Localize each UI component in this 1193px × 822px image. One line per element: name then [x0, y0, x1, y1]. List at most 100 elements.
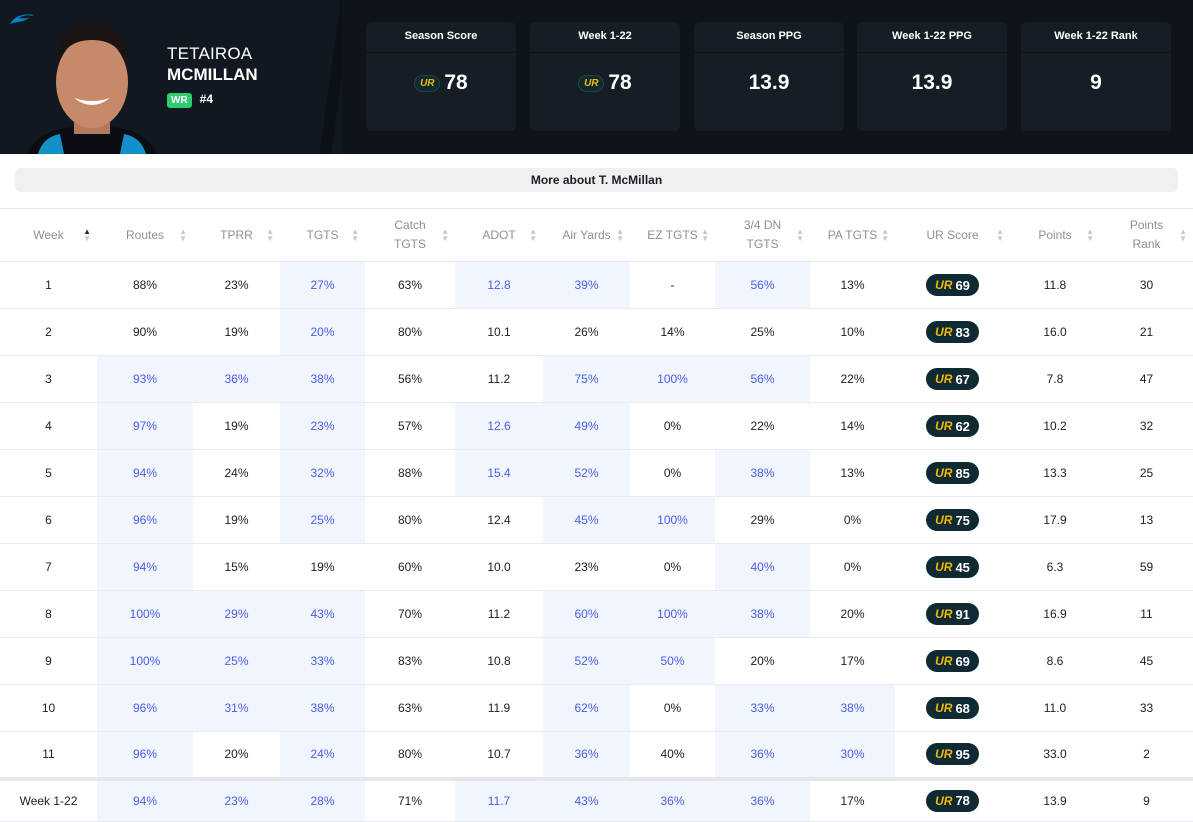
column-header[interactable]: Catch TGTS ▲ ▼	[365, 208, 455, 262]
table-cell: 33%	[280, 637, 365, 685]
table-cell: 5	[0, 449, 97, 497]
table-cell: 19%	[193, 496, 280, 544]
ur-logo-icon: UR	[935, 701, 953, 715]
table-cell: 2	[0, 308, 97, 356]
column-header-label: EZ TGTS	[647, 227, 698, 242]
table-cell: 8	[0, 590, 97, 638]
column-header[interactable]: 3/4 DN TGTS ▲ ▼	[715, 208, 810, 262]
table-cell: UR 67	[895, 355, 1010, 403]
stat-card-title: Week 1-22 Rank	[1021, 22, 1171, 53]
table-cell: 26%	[543, 308, 630, 356]
column-header[interactable]: TGTS ▲ ▼	[280, 208, 365, 262]
table-cell: 52%	[543, 449, 630, 497]
table-cell: UR 83	[895, 308, 1010, 356]
column-header[interactable]: TPRR ▲ ▼	[193, 208, 280, 262]
column-header[interactable]: Points Rank ▲ ▼	[1100, 208, 1193, 262]
table-cell: UR 68	[895, 684, 1010, 732]
table-cell: 93%	[97, 355, 193, 403]
sort-icon[interactable]: ▲ ▼	[179, 227, 187, 243]
sort-icon[interactable]: ▲ ▼	[351, 227, 359, 243]
table-cell: 19%	[193, 402, 280, 450]
table-cell: 12.8	[455, 261, 543, 309]
table-cell: 100%	[630, 590, 715, 638]
more-about-player-button[interactable]: More about T. McMillan	[15, 168, 1178, 192]
sort-icon[interactable]: ▲ ▼	[529, 227, 537, 243]
table-cell: 7	[0, 543, 97, 591]
table-cell: 88%	[365, 449, 455, 497]
sort-icon[interactable]: ▲ ▼	[83, 227, 91, 243]
column-header-label: Week	[33, 227, 64, 242]
table-cell: UR 85	[895, 449, 1010, 497]
table-cell: 45	[1100, 637, 1193, 685]
ur-score-badge: UR 45	[926, 556, 979, 578]
table-cell: 29%	[715, 496, 810, 544]
table-cell: 45%	[543, 496, 630, 544]
table-cell: 32	[1100, 402, 1193, 450]
ur-logo-icon: UR	[935, 793, 953, 808]
ur-logo-icon: UR	[414, 74, 441, 92]
table-cell: 38%	[280, 355, 365, 403]
column-header[interactable]: UR Score ▲ ▼	[895, 208, 1010, 262]
ur-score-value: 95	[955, 746, 970, 762]
table-cell: 13%	[810, 449, 895, 497]
table-cell: 38%	[280, 684, 365, 732]
table-cell: 4	[0, 402, 97, 450]
table-cell: 90%	[97, 308, 193, 356]
stat-card: Season PPG 13.9	[694, 22, 844, 131]
table-cell: 1	[0, 261, 97, 309]
sort-icon[interactable]: ▲ ▼	[1086, 227, 1094, 243]
sort-icon[interactable]: ▲ ▼	[796, 227, 804, 243]
total-row: Week 1-22 94% 23% 28% 71% 11.7 43% 36% 36% 17% UR 7…	[0, 776, 1193, 822]
table-cell: 96%	[97, 731, 193, 779]
table-cell: 83%	[365, 637, 455, 685]
table-cell: 20%	[280, 308, 365, 356]
table-cell: 13	[1100, 496, 1193, 544]
table-cell: 40%	[630, 731, 715, 779]
column-header[interactable]: Routes ▲ ▼	[97, 208, 193, 262]
table-row: 9 100% 25% 33% 83% 10.8 52% 50% 20% 17% UR 69 8.6 45	[0, 637, 1193, 685]
table-cell: 38%	[715, 449, 810, 497]
ur-score-badge: UR 68	[926, 697, 979, 719]
sort-icon[interactable]: ▲ ▼	[616, 227, 624, 243]
column-header[interactable]: EZ TGTS ▲ ▼	[630, 208, 715, 262]
column-header[interactable]: Air Yards ▲ ▼	[543, 208, 630, 262]
stat-card-value: 13.9	[748, 71, 790, 94]
table-cell: 28%	[280, 776, 365, 822]
column-header[interactable]: Points ▲ ▼	[1010, 208, 1100, 262]
player-last-name: MCMILLAN	[167, 65, 258, 84]
sort-icon[interactable]: ▲ ▼	[1179, 227, 1187, 243]
column-header[interactable]: PA TGTS ▲ ▼	[810, 208, 895, 262]
stat-card-value: 78	[444, 71, 468, 94]
table-cell: 15%	[193, 543, 280, 591]
table-row: 10 96% 31% 38% 63% 11.9 62% 0% 33% 38% UR 68 11.0 33	[0, 684, 1193, 732]
stat-card-title: Week 1-22 PPG	[857, 22, 1007, 53]
sort-icon[interactable]: ▲ ▼	[266, 227, 274, 243]
table-row: 7 94% 15% 19% 60% 10.0 23% 0% 40% 0% UR 45 6.3 59	[0, 543, 1193, 591]
table-cell: 11.8	[1010, 261, 1100, 309]
table-cell: 27%	[280, 261, 365, 309]
table-cell: 15.4	[455, 449, 543, 497]
table-cell: 24%	[280, 731, 365, 779]
table-cell: 33%	[715, 684, 810, 732]
column-header[interactable]: ADOT ▲ ▼	[455, 208, 543, 262]
table-cell: 36%	[630, 776, 715, 822]
sort-icon[interactable]: ▲ ▼	[701, 227, 709, 243]
column-header[interactable]: Week ▲ ▼	[0, 208, 97, 262]
table-cell: 14%	[810, 402, 895, 450]
ur-logo-icon: UR	[935, 654, 953, 668]
sort-icon[interactable]: ▲ ▼	[441, 227, 449, 243]
table-cell: 23%	[280, 402, 365, 450]
ur-score-value: 62	[955, 418, 970, 434]
table-cell: 3	[0, 355, 97, 403]
table-cell: UR 69	[895, 637, 1010, 685]
table-cell: 75%	[543, 355, 630, 403]
table-cell: 63%	[365, 261, 455, 309]
table-cell: 59	[1100, 543, 1193, 591]
table-cell: 10.2	[1010, 402, 1100, 450]
table-cell: 11.9	[455, 684, 543, 732]
table-cell: 12.6	[455, 402, 543, 450]
table-cell: 38%	[715, 590, 810, 638]
sort-icon[interactable]: ▲ ▼	[996, 227, 1004, 243]
sort-icon[interactable]: ▲ ▼	[881, 227, 889, 243]
table-cell: 12.4	[455, 496, 543, 544]
